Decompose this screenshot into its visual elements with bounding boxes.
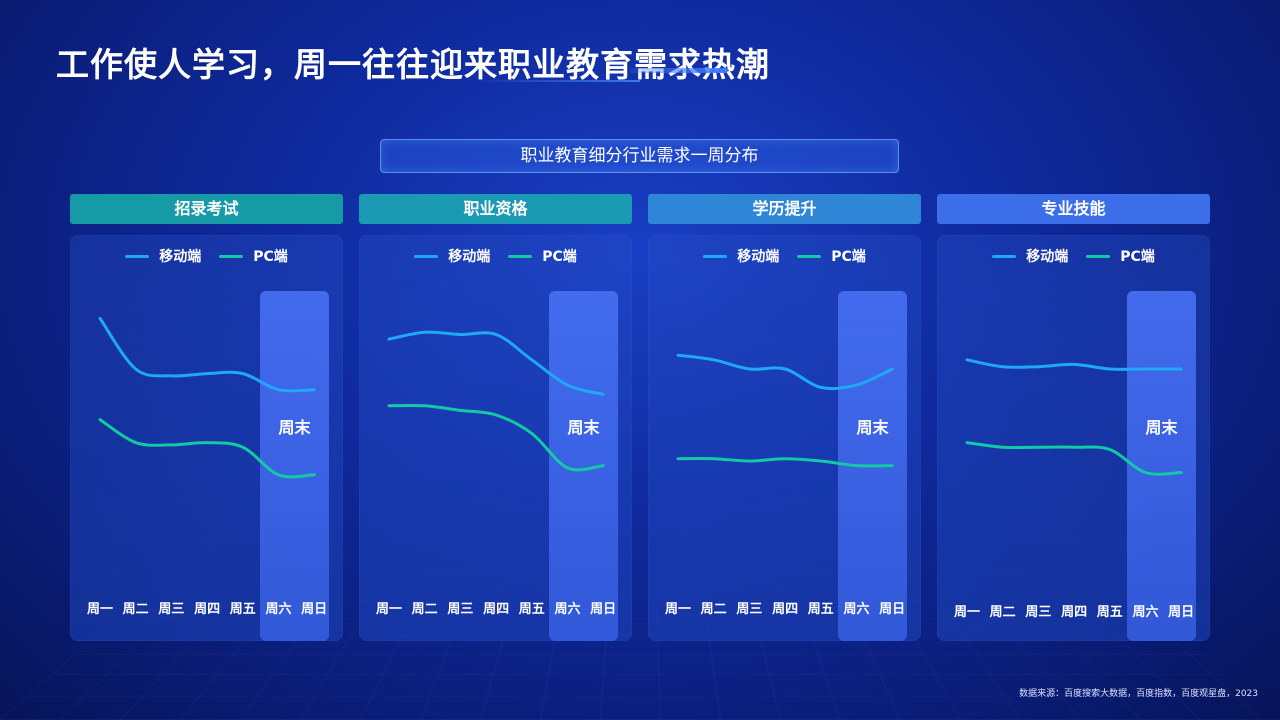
x-tick-label: 周五 [1097, 601, 1123, 620]
series-line-mobile [967, 360, 1181, 370]
data-source-note: 数据来源：百度搜索大数据，百度指数，百度观星盘，2023 [1019, 686, 1258, 699]
x-tick-label: 周四 [1061, 601, 1087, 620]
x-tick-label: 周日 [1168, 601, 1194, 620]
x-tick-label: 周二 [990, 601, 1016, 620]
x-tick-label: 周六 [1132, 601, 1158, 620]
x-tick-label: 周三 [1025, 601, 1051, 620]
x-tick-label: 周一 [954, 601, 980, 620]
series-line-pc [967, 443, 1181, 475]
